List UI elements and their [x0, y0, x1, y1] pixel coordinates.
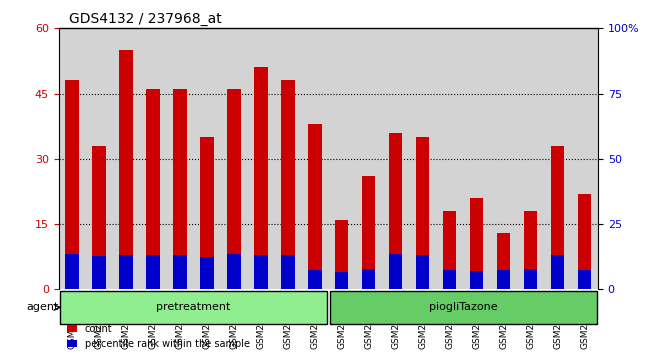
Text: GDS4132 / 237968_at: GDS4132 / 237968_at — [70, 12, 222, 26]
Bar — [146, 255, 160, 289]
Bar — [389, 133, 402, 289]
Bar — [65, 80, 79, 289]
Bar — [92, 146, 106, 289]
Bar — [362, 269, 376, 289]
Bar — [65, 254, 79, 289]
Bar — [362, 176, 376, 289]
Bar — [578, 270, 592, 289]
Bar — [416, 255, 430, 289]
Bar — [92, 256, 106, 289]
FancyBboxPatch shape — [60, 291, 327, 324]
Bar — [281, 80, 294, 289]
Bar — [254, 68, 268, 289]
FancyBboxPatch shape — [330, 291, 597, 324]
Bar — [119, 255, 133, 289]
Text: agent: agent — [26, 302, 58, 313]
Bar — [173, 89, 187, 289]
Bar — [335, 219, 348, 289]
Bar — [443, 270, 456, 289]
Bar — [227, 255, 240, 289]
Bar — [497, 270, 510, 289]
Bar — [578, 194, 592, 289]
Bar — [281, 255, 294, 289]
Bar — [389, 254, 402, 289]
Bar — [308, 270, 322, 289]
Bar — [308, 124, 322, 289]
Bar — [119, 50, 133, 289]
Bar — [497, 233, 510, 289]
Bar — [524, 269, 538, 289]
Bar — [200, 137, 214, 289]
Bar — [146, 89, 160, 289]
Bar — [470, 198, 484, 289]
Text: pretreatment: pretreatment — [156, 302, 231, 313]
Bar — [524, 211, 538, 289]
Bar — [335, 272, 348, 289]
Bar — [443, 211, 456, 289]
Bar — [551, 146, 564, 289]
Legend: count, percentile rank within the sample: count, percentile rank within the sample — [63, 320, 254, 353]
Bar — [416, 137, 430, 289]
Bar — [254, 255, 268, 289]
Bar — [173, 255, 187, 289]
Bar — [551, 255, 564, 289]
Bar — [200, 257, 214, 289]
Bar — [227, 89, 240, 289]
Bar — [470, 272, 484, 289]
Text: piogliTazone: piogliTazone — [429, 302, 497, 313]
